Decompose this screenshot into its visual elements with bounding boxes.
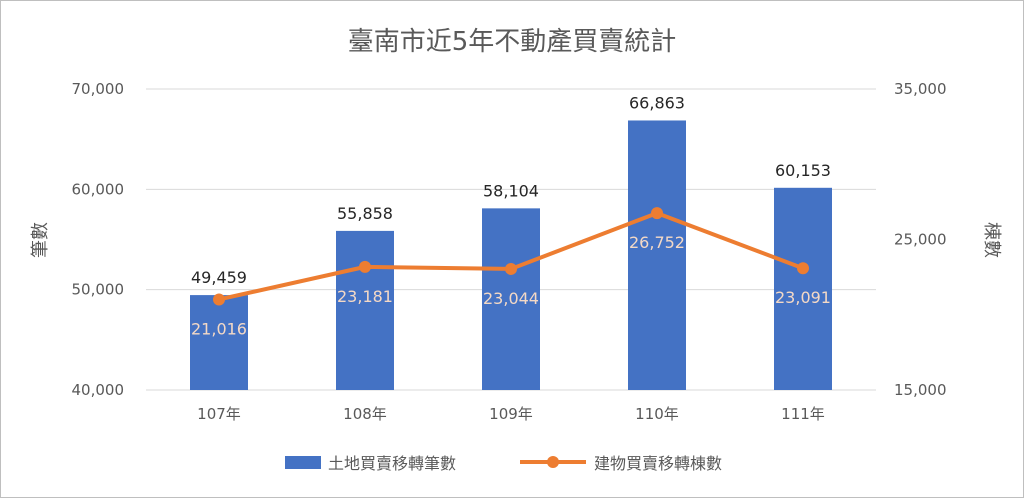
left-tick-label: 40,000 bbox=[72, 381, 125, 399]
right-tick-label: 15,000 bbox=[894, 381, 947, 399]
right-tick-label: 25,000 bbox=[894, 231, 947, 249]
bar bbox=[336, 230, 394, 390]
line-data-label: 26,752 bbox=[629, 233, 685, 252]
line-point bbox=[505, 262, 517, 275]
x-tick-label: 109年 bbox=[489, 405, 533, 423]
right-axis-title: 棟數 bbox=[981, 222, 1002, 258]
bar bbox=[774, 187, 832, 390]
bar bbox=[482, 208, 540, 390]
bar-data-label: 60,153 bbox=[775, 161, 831, 180]
line-data-label: 23,044 bbox=[483, 289, 539, 308]
line-point bbox=[651, 207, 663, 220]
bar-data-label: 58,104 bbox=[483, 181, 539, 200]
left-axis-ticks: 40,000 50,000 60,000 70,000 bbox=[72, 80, 125, 399]
bar-data-labels: 49,459 55,858 58,104 66,863 60,153 bbox=[191, 93, 831, 287]
left-tick-label: 60,000 bbox=[72, 180, 125, 198]
bar-data-label: 49,459 bbox=[191, 268, 247, 287]
right-tick-label: 35,000 bbox=[894, 80, 947, 98]
left-axis-title: 筆數 bbox=[30, 222, 51, 258]
legend-bar-swatch bbox=[285, 456, 321, 469]
bar-series bbox=[190, 120, 832, 391]
line-series bbox=[213, 207, 809, 306]
bar-data-label: 66,863 bbox=[629, 93, 685, 112]
line-point bbox=[797, 262, 809, 275]
legend: 土地買賣移轉筆數 建物買賣移轉棟數 bbox=[285, 454, 722, 473]
bar bbox=[190, 295, 248, 390]
chart-title: 臺南市近5年不動產買賣統計 bbox=[348, 27, 677, 57]
left-tick-label: 70,000 bbox=[72, 80, 125, 98]
bar bbox=[628, 120, 686, 391]
line-data-label: 21,016 bbox=[191, 319, 247, 338]
legend-line-marker bbox=[547, 456, 559, 468]
right-axis-ticks: 15,000 25,000 35,000 bbox=[894, 80, 947, 399]
x-tick-label: 107年 bbox=[197, 405, 241, 423]
x-tick-label: 111年 bbox=[781, 405, 825, 423]
x-tick-label: 110年 bbox=[635, 405, 679, 423]
legend-bar-label: 土地買賣移轉筆數 bbox=[328, 454, 456, 473]
line-data-label: 23,091 bbox=[775, 288, 831, 307]
line-data-label: 23,181 bbox=[337, 287, 393, 306]
left-tick-label: 50,000 bbox=[72, 281, 125, 299]
x-axis-ticks: 107年 108年 109年 110年 111年 bbox=[197, 405, 825, 423]
legend-line-label: 建物買賣移轉棟數 bbox=[594, 454, 722, 473]
x-tick-label: 108年 bbox=[343, 405, 387, 423]
line-data-labels: 21,016 23,181 23,044 26,752 23,091 bbox=[191, 233, 831, 338]
line-point bbox=[359, 260, 371, 273]
bar-data-label: 55,858 bbox=[337, 204, 393, 223]
line-point bbox=[213, 293, 225, 306]
